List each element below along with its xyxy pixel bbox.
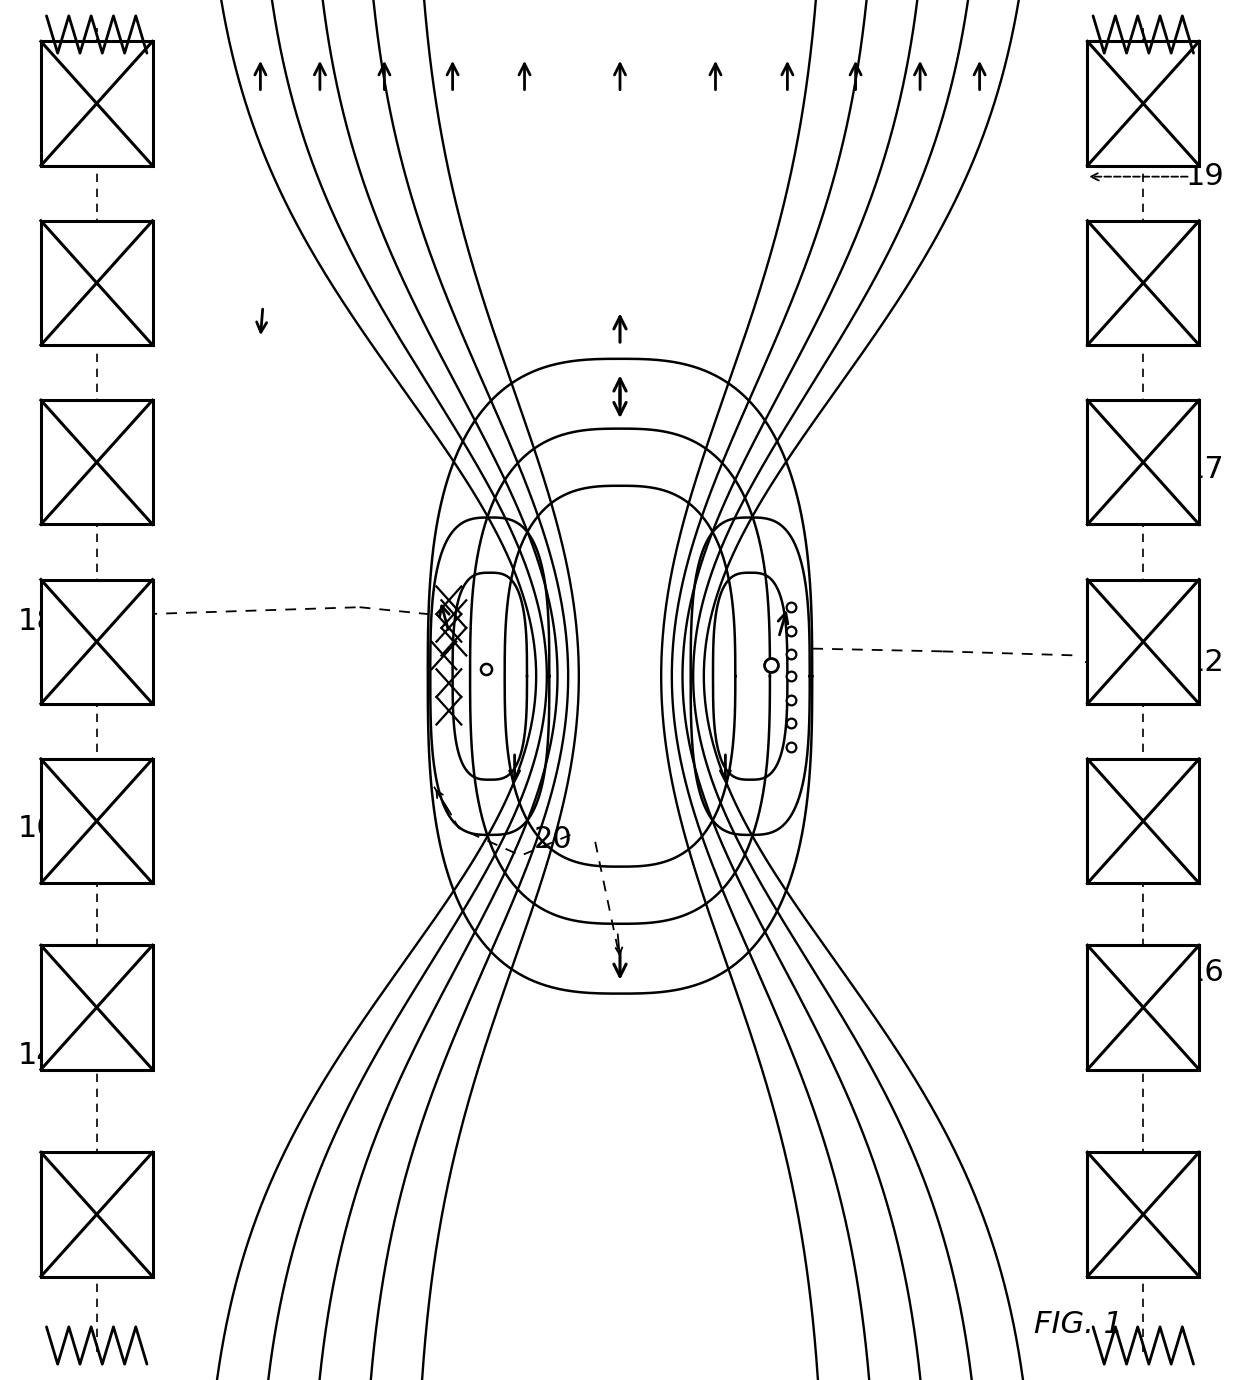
Bar <box>1087 759 1199 883</box>
Bar <box>41 41 153 166</box>
Bar <box>1087 221 1199 345</box>
Text: 12: 12 <box>1185 647 1225 678</box>
Bar <box>1087 580 1199 704</box>
Text: 19: 19 <box>1185 161 1225 192</box>
Text: 14: 14 <box>17 1041 57 1071</box>
Text: 17: 17 <box>1185 454 1225 484</box>
Bar <box>41 400 153 524</box>
Bar <box>41 1152 153 1276</box>
Bar <box>1087 945 1199 1070</box>
Text: FIG. 1: FIG. 1 <box>1034 1310 1123 1340</box>
Bar <box>41 945 153 1070</box>
Text: 10: 10 <box>17 813 57 843</box>
Bar <box>1087 41 1199 166</box>
Text: 20: 20 <box>534 824 573 854</box>
Bar <box>1087 1152 1199 1276</box>
Bar <box>41 221 153 345</box>
Bar <box>41 580 153 704</box>
Text: 16: 16 <box>1185 958 1225 988</box>
Bar <box>41 759 153 883</box>
Text: 18: 18 <box>17 606 57 636</box>
Bar <box>1087 400 1199 524</box>
